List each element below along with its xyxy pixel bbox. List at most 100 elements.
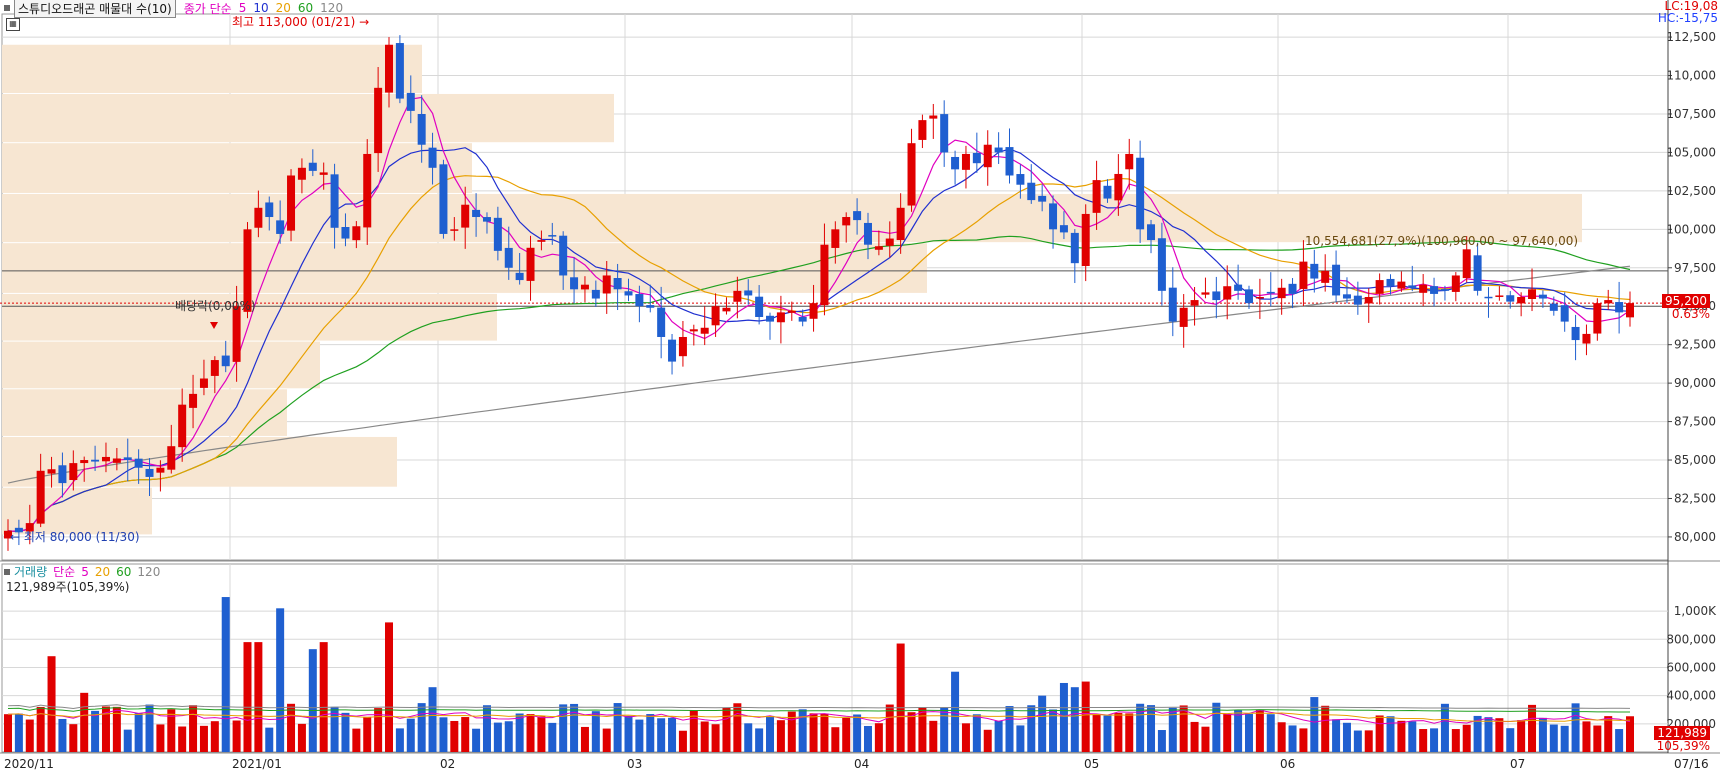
volume-bar: [385, 622, 394, 752]
grid-toggle-icon[interactable]: ▦: [6, 18, 20, 31]
volume-bar: [221, 597, 230, 752]
candle-body: [341, 227, 350, 239]
lc-label: LC:19,08: [1664, 0, 1718, 13]
volume-bar: [1353, 730, 1362, 752]
volume-bar: [711, 724, 720, 752]
candle-body: [287, 175, 296, 231]
candle-body: [1462, 249, 1471, 279]
candle-body: [809, 303, 818, 319]
ma-indicator-label: 종가 단순: [183, 1, 232, 16]
volume-bar: [406, 718, 415, 752]
candle-body: [330, 174, 339, 228]
y-tick-label: 90,000: [1674, 376, 1716, 390]
volume-bar: [1397, 720, 1406, 752]
volume-bar: [961, 723, 970, 752]
menu-square-icon[interactable]: [4, 5, 10, 11]
volume-bar: [755, 728, 764, 752]
candle-body: [145, 468, 154, 477]
volume-bar: [1147, 705, 1156, 752]
high-annotation: 최고 113,000 (01/21) →: [232, 15, 369, 29]
candle-body: [646, 305, 655, 308]
volume-menu-square-icon[interactable]: [4, 568, 10, 575]
volume-ma-line: [7, 704, 1631, 710]
candle-body: [929, 115, 938, 119]
candle-body: [874, 246, 883, 250]
candle-body: [1092, 180, 1101, 213]
vma5-label: 5: [81, 564, 89, 579]
volume-bar: [1342, 722, 1351, 752]
volume-bar: [863, 725, 872, 752]
candle-body: [1005, 147, 1014, 176]
candle-body: [1212, 291, 1221, 301]
volume-bar: [853, 714, 862, 752]
volume-bar: [678, 730, 687, 752]
candle-body: [189, 393, 198, 408]
candle-body: [1593, 303, 1602, 334]
volume-bar: [722, 707, 731, 752]
candle-body: [755, 296, 764, 317]
y-tick-label: 102,500: [1666, 184, 1716, 198]
candle-body: [1223, 286, 1232, 300]
volume-bar: [145, 704, 154, 752]
x-tick-label: 2020/11: [4, 757, 54, 771]
current-volume-pct-tag: 105,39%: [1656, 739, 1710, 753]
candle-body: [591, 289, 600, 299]
candle-body: [80, 460, 89, 464]
x-tick-label: 06: [1280, 757, 1295, 771]
volume-bar: [820, 713, 829, 752]
volume-bar: [1201, 726, 1210, 752]
volume-bar: [319, 642, 328, 752]
candle-body: [1495, 295, 1504, 297]
hc-label: HC:-15,75: [1657, 11, 1718, 25]
candle-body: [537, 240, 546, 242]
candle-body: [1136, 157, 1145, 230]
volume-bar: [1179, 705, 1188, 752]
volume-bar: [210, 721, 219, 752]
vma60-label: 60: [116, 564, 132, 579]
volume-bar: [417, 703, 426, 752]
volume-bar: [1506, 728, 1515, 752]
y-tick-label: 105,000: [1666, 145, 1716, 159]
volume-bar: [1364, 730, 1373, 752]
candle-body: [580, 284, 589, 290]
candle-body: [515, 272, 524, 281]
candle-body: [853, 211, 862, 221]
candle-body: [123, 457, 132, 461]
candle-body: [395, 43, 404, 99]
candle-body: [1114, 173, 1123, 201]
volume-bar: [80, 692, 89, 752]
stock-name-box[interactable]: 스튜디오드래곤 매물대 수(10): [14, 0, 176, 18]
candle-body: [1321, 270, 1330, 283]
volume-bar: [1528, 704, 1537, 752]
candle-body: [1615, 302, 1624, 313]
volume-bar: [123, 729, 132, 752]
volume-bar: [972, 714, 981, 752]
volume-bar: [657, 718, 666, 752]
volume-header: 거래량 단순 5 20 60 120: [0, 563, 166, 580]
ma10-label: 10: [253, 1, 269, 15]
candle-body: [1397, 281, 1406, 289]
candle-body: [482, 217, 491, 222]
volume-bar: [570, 703, 579, 752]
candle-body: [1440, 289, 1449, 291]
candle-body: [1408, 285, 1417, 288]
candle-body: [385, 44, 394, 93]
volume-bar: [374, 708, 383, 752]
volume-y-tick-label: 800,000: [1666, 632, 1716, 646]
volume-bar: [243, 642, 252, 752]
candle-body: [319, 172, 328, 175]
volume-bar: [1103, 715, 1112, 752]
candle-body: [1027, 182, 1036, 201]
candle-body: [635, 294, 644, 307]
volume-bar: [1092, 714, 1101, 752]
volume-bar: [1430, 728, 1439, 752]
volume-profile-bar: [2, 93, 614, 143]
volume-bar: [1234, 710, 1243, 752]
volume-bar: [461, 717, 470, 752]
volume-bar: [1549, 724, 1558, 752]
candle-body: [439, 164, 448, 234]
candle-body: [504, 247, 513, 268]
volume-bar: [178, 726, 187, 752]
volume-profile-bar: [2, 243, 927, 293]
